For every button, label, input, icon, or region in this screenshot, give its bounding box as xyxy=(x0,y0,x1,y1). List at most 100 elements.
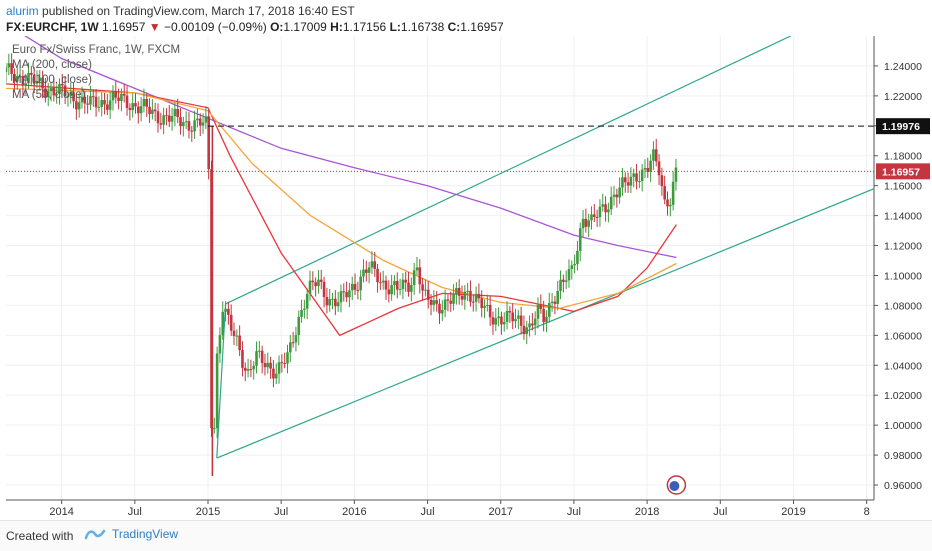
candle-body xyxy=(562,279,565,282)
candle-body xyxy=(342,291,346,293)
candle-body xyxy=(120,93,123,101)
candle-body xyxy=(210,169,213,429)
candle-body xyxy=(514,318,517,322)
candle-body xyxy=(46,91,50,98)
candle-body xyxy=(190,130,194,132)
candle-body xyxy=(339,291,343,303)
candle-body xyxy=(319,279,323,282)
candle-body xyxy=(277,362,281,374)
candle-body xyxy=(469,290,472,302)
y-tick-label: 1.18000 xyxy=(884,151,922,163)
candle-body xyxy=(359,276,362,291)
candle-body xyxy=(187,121,191,131)
candle-body xyxy=(443,299,447,310)
candle-body xyxy=(86,103,89,105)
candle-body xyxy=(66,95,70,97)
publish-line: alurim published on TradingView.com, Mar… xyxy=(6,4,355,18)
candle-body xyxy=(224,308,227,312)
candle-body xyxy=(336,302,340,307)
footer-bar: Created with TradingView xyxy=(0,520,932,551)
candle-body xyxy=(215,353,219,429)
candle-body xyxy=(108,100,112,110)
level-label-box xyxy=(876,163,930,180)
candle-body xyxy=(632,173,636,177)
candle-body xyxy=(196,118,199,121)
candle-body xyxy=(474,293,478,302)
candle-body xyxy=(348,290,351,298)
candle-body xyxy=(483,305,486,308)
x-tick-label: Jul xyxy=(567,506,581,518)
candle-body xyxy=(584,218,588,227)
candle-body xyxy=(280,362,284,364)
candle-body xyxy=(266,362,270,368)
candle-body xyxy=(89,96,92,105)
candle-body xyxy=(131,103,134,111)
candle-body xyxy=(311,280,315,283)
candle-body xyxy=(260,350,264,364)
price-change: −0.00109 (−0.09%) xyxy=(163,20,267,34)
candle-body xyxy=(494,318,498,325)
candle-body xyxy=(32,74,36,84)
created-with-text: Created with xyxy=(6,529,74,543)
symbol-quote-line: FX:EURCHF, 1W 1.16957 ▼ −0.00109 (−0.09%… xyxy=(6,20,504,34)
candle-body xyxy=(128,107,132,111)
candle-body xyxy=(635,173,638,182)
candle-body xyxy=(457,287,461,296)
chart-area[interactable]: 0.96000 0.98000 1.00000 1.02000 1.04000 1.060… xyxy=(0,36,932,520)
candle-body xyxy=(401,279,405,290)
candle-body xyxy=(652,149,655,161)
candle-body xyxy=(500,316,503,325)
x-tick-label: 2018 xyxy=(635,506,659,518)
tradingview-brand-link[interactable]: TradingView xyxy=(84,527,178,541)
candle-body xyxy=(305,293,309,309)
candle-body xyxy=(308,280,312,294)
candle-body xyxy=(24,83,28,86)
last-price: 1.16957 xyxy=(102,20,146,34)
candle-body xyxy=(435,300,438,304)
x-tick-label: 2017 xyxy=(489,506,513,518)
candle-body xyxy=(502,322,506,325)
candle-body xyxy=(114,91,118,98)
candle-body xyxy=(531,323,534,326)
candle-body xyxy=(449,300,453,304)
x-tick-label: 2016 xyxy=(342,506,366,518)
candle-body xyxy=(488,304,492,318)
y-tick-label: 1.22000 xyxy=(884,91,922,103)
candle-body xyxy=(429,299,433,305)
candle-body xyxy=(587,220,590,227)
tradingview-logo-icon xyxy=(84,529,106,540)
price-chart[interactable]: 0.96000 0.98000 1.00000 1.02000 1.04000 1.060… xyxy=(0,36,932,520)
candle-body xyxy=(243,367,247,371)
candle-body xyxy=(72,92,75,102)
candle-body xyxy=(221,311,225,336)
candle-body xyxy=(241,350,244,368)
candle-body xyxy=(111,91,115,101)
candle-body xyxy=(13,73,16,82)
candle-body xyxy=(286,352,289,364)
candle-body xyxy=(63,85,67,97)
candle-body xyxy=(198,118,202,126)
candle-body xyxy=(235,335,239,337)
candle-body xyxy=(455,287,458,295)
candle-body xyxy=(229,314,233,331)
candle-body xyxy=(75,101,78,110)
candle-body xyxy=(182,122,185,127)
candle-body xyxy=(103,99,106,105)
candle-body xyxy=(576,250,579,264)
candle-body xyxy=(590,214,593,221)
candle-body xyxy=(60,83,64,86)
level-label: 1.16957 xyxy=(882,166,920,178)
candle-body xyxy=(252,365,256,370)
candle-body xyxy=(258,350,261,352)
level-label-box xyxy=(876,118,930,135)
candle-body xyxy=(148,106,151,114)
author-link[interactable]: alurim xyxy=(6,4,39,18)
candle-body xyxy=(97,106,101,108)
candle-body xyxy=(297,316,301,336)
candle-body xyxy=(666,199,669,207)
candle-body xyxy=(404,279,408,283)
candle-body xyxy=(663,186,666,200)
candle-body xyxy=(567,269,571,281)
candle-body xyxy=(438,303,441,314)
candle-body xyxy=(353,283,357,290)
